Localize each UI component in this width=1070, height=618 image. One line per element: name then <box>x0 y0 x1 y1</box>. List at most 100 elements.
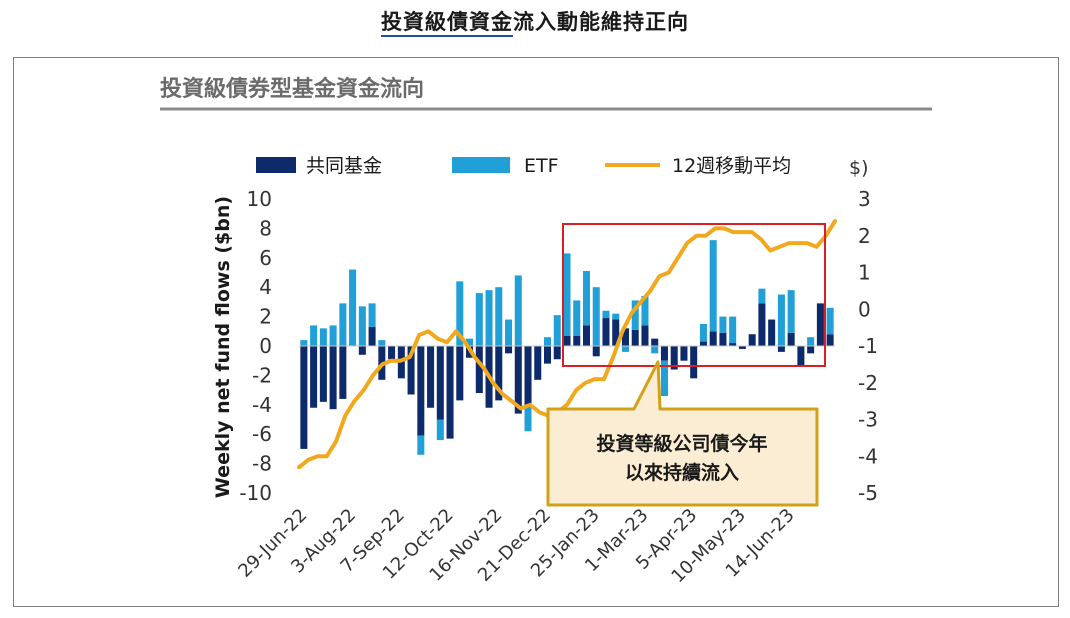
bar-mutual <box>651 338 659 346</box>
bar-etf <box>544 337 552 346</box>
legend-swatch-etf <box>452 157 510 173</box>
bar-etf <box>300 340 308 346</box>
left-tick-label: 0 <box>259 334 272 358</box>
legend-label-ma: 12週移動平均 <box>672 155 791 177</box>
bar-etf <box>621 346 629 352</box>
bar-etf <box>475 293 483 346</box>
bar-mutual <box>319 346 327 402</box>
bar-mutual <box>475 346 483 394</box>
bar-etf <box>378 340 386 346</box>
bar-mutual <box>777 346 785 352</box>
left-tick-label: 6 <box>259 246 272 270</box>
bar-mutual <box>641 325 649 346</box>
bar-mutual <box>524 346 532 408</box>
left-tick-label: 4 <box>259 275 272 299</box>
bar-mutual <box>505 346 513 354</box>
legend-label-mutual: 共同基金 <box>306 155 382 177</box>
bar-etf <box>329 325 337 346</box>
bar-etf <box>631 300 639 330</box>
bar-mutual <box>709 331 717 346</box>
bar-mutual <box>631 329 639 346</box>
bar-mutual <box>427 346 435 408</box>
bar-mutual <box>719 332 727 346</box>
bar-mutual <box>670 346 678 370</box>
bar-etf <box>319 328 327 346</box>
left-tick-label: -6 <box>252 422 272 446</box>
bar-mutual <box>621 328 629 346</box>
bar-etf <box>514 275 522 346</box>
bar-etf <box>310 325 318 346</box>
left-tick-label: 10 <box>247 187 272 211</box>
bar-etf <box>651 346 659 354</box>
bar-etf <box>358 306 366 346</box>
legend-label-etf: ETF <box>524 155 559 177</box>
page-title-underlined: 投資級債資金 <box>381 10 513 37</box>
bar-mutual <box>368 326 376 346</box>
bar-mutual <box>797 346 805 366</box>
bar-mutual <box>456 346 464 401</box>
bar-etf <box>612 313 620 320</box>
bar-mutual <box>690 346 698 379</box>
bars <box>300 240 834 455</box>
bar-etf <box>602 310 610 319</box>
bar-etf <box>719 316 727 333</box>
bar-etf <box>505 319 513 346</box>
bar-mutual <box>738 346 746 349</box>
left-tick-label: -4 <box>252 393 272 417</box>
bar-mutual <box>514 346 522 414</box>
bar-etf <box>524 407 532 432</box>
bar-mutual <box>388 346 396 360</box>
callout-box <box>546 360 819 507</box>
chart-panel <box>13 57 1059 607</box>
bar-etf <box>758 288 766 304</box>
right-tick-label: -2 <box>858 371 878 395</box>
legend-swatch-mutual <box>256 157 296 173</box>
bar-etf <box>573 300 581 336</box>
bar-mutual <box>495 346 503 401</box>
bar-etf <box>582 271 590 326</box>
bar-etf <box>563 253 571 336</box>
right-tick-label: -5 <box>858 481 878 505</box>
page-title-rest: 流入動能維持正向 <box>513 10 689 34</box>
right-tick-label: 1 <box>858 261 871 285</box>
bar-etf <box>553 315 561 346</box>
bar-mutual <box>563 335 571 346</box>
bar-mutual <box>787 332 795 346</box>
bar-etf <box>368 303 376 327</box>
right-tick-label: -4 <box>858 444 878 468</box>
bar-mutual <box>310 346 318 408</box>
bar-mutual <box>680 346 688 361</box>
bar-etf <box>660 360 668 396</box>
bar-mutual <box>729 343 737 346</box>
left-tick-label: -2 <box>252 363 272 387</box>
bar-etf <box>417 435 425 455</box>
highlight-box <box>562 223 826 367</box>
bar-etf <box>787 290 795 333</box>
bar-mutual <box>446 346 454 439</box>
bar-etf <box>339 303 347 346</box>
bar-mutual <box>748 334 756 346</box>
bar-mutual <box>582 325 590 346</box>
bar-mutual <box>612 319 620 346</box>
left-tick-label: -10 <box>239 481 272 505</box>
bar-mutual <box>816 303 824 346</box>
bar-mutual <box>699 341 707 346</box>
chart-title: 投資級債券型基金資金流向 <box>160 76 424 102</box>
right-axis-unit: $) <box>849 157 869 179</box>
x-axis-ticks: 29-Jun-223-Aug-227-Sep-2212-Oct-2216-Nov… <box>234 505 798 588</box>
bar-mutual <box>339 346 347 399</box>
bar-etf <box>777 294 785 346</box>
right-tick-label: 2 <box>858 224 871 248</box>
callout: 投資等級公司債今年 以來持續流入 <box>546 360 819 507</box>
bar-etf <box>709 240 717 332</box>
left-tick-label: -8 <box>252 452 272 476</box>
right-tick-label: 3 <box>858 187 871 211</box>
bar-etf <box>466 338 474 346</box>
bar-etf <box>699 323 707 342</box>
bar-mutual <box>592 346 600 357</box>
bar-mutual <box>358 346 366 355</box>
bar-mutual <box>768 319 776 346</box>
bar-etf <box>826 307 834 335</box>
right-tick-label: -3 <box>858 408 878 432</box>
